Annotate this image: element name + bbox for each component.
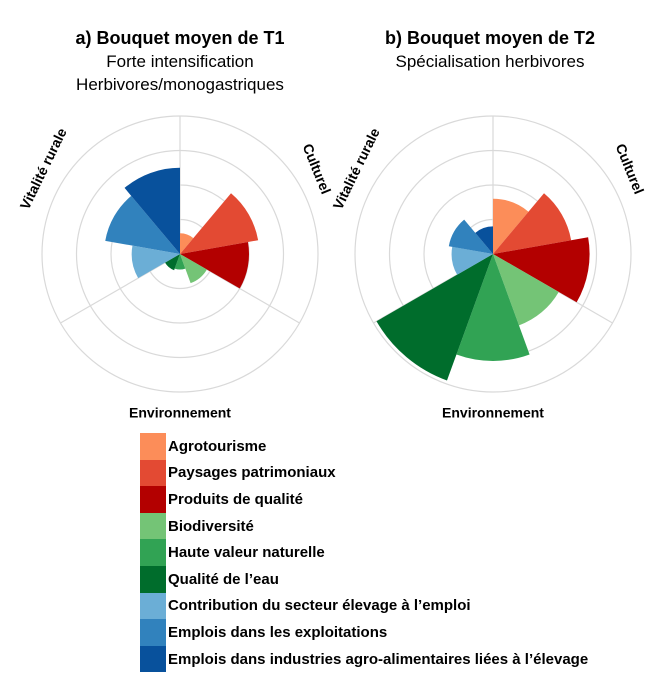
legend-item: Produits de qualité	[140, 486, 588, 513]
legend-label: Contribution du secteur élevage à l’empl…	[168, 597, 471, 615]
legend-item: Paysages patrimoniaux	[140, 459, 588, 487]
legend-label: Biodiversité	[168, 517, 254, 535]
wedge-6	[165, 254, 180, 271]
chart-b-title-block: b) Bouquet moyen de T2 Spécialisation he…	[340, 27, 640, 73]
wedge-6	[376, 254, 493, 381]
wedge-2	[180, 193, 259, 254]
wedge-2	[493, 193, 572, 254]
group-label: Vitalité rurale	[17, 125, 70, 212]
wedge-8	[448, 219, 493, 254]
legend: Agrotourisme Paysages patrimoniaux Produit…	[140, 433, 589, 673]
wedge-5	[174, 254, 186, 270]
legend-label: Haute valeur naturelle	[168, 544, 325, 562]
wedge-5	[456, 254, 530, 361]
wedge-3	[180, 242, 249, 289]
wedge-7	[131, 245, 180, 279]
legend-item: Agrotourisme	[140, 433, 588, 460]
legend-item: Haute valeur naturelle	[140, 539, 588, 566]
legend-label: Produits de qualité	[168, 490, 304, 508]
legend-item: Contribution du secteur élevage à l’empl…	[140, 592, 588, 620]
group-label: Culturel	[613, 141, 648, 196]
chart-a-title: a) Bouquet moyen de T1	[75, 28, 285, 48]
wedge-1	[180, 233, 194, 254]
group-label: Environnement	[442, 405, 544, 421]
chart-a-title-block: a) Bouquet moyen de T1 Forte intensifica…	[30, 27, 330, 96]
chart-a-subtitle-2: Herbivores/monogastriques	[76, 75, 284, 94]
group-divider	[60, 253, 181, 324]
legend-swatch	[140, 433, 166, 460]
legend-swatch	[140, 539, 166, 566]
legend-item: Emplois dans les exploitations	[140, 619, 588, 646]
legend-item: Biodiversité	[140, 512, 588, 540]
legend-swatch	[140, 619, 166, 646]
polar-chart-a: Culturel Environnement Vitalité rurale	[17, 115, 335, 421]
legend-label: Emplois dans industries agro-alimentaire…	[168, 650, 589, 668]
wedge-9	[124, 167, 180, 254]
legend-swatch	[140, 459, 166, 487]
chart-b-title: b) Bouquet moyen de T2	[384, 28, 595, 48]
legend-swatch	[140, 592, 166, 620]
legend-label: Emplois dans les exploitations	[168, 623, 388, 641]
wedge-3	[493, 237, 590, 303]
legend-item: Qualité de l’eau	[140, 565, 588, 593]
chart-b-subtitle-1: Spécialisation herbivores	[395, 52, 585, 71]
legend-swatch	[140, 512, 166, 540]
polar-chart-b: Culturel Environnement Vitalité rurale	[330, 115, 648, 421]
chart-a-subtitle-1: Forte intensification	[106, 52, 254, 71]
legend-swatch	[140, 565, 166, 593]
legend-swatch	[140, 486, 166, 513]
wedge-8	[105, 195, 180, 254]
legend-label: Agrotourisme	[168, 437, 267, 455]
legend-swatch	[140, 645, 166, 673]
group-divider	[492, 253, 613, 324]
legend-label: Qualité de l’eau	[168, 570, 279, 588]
legend-item: Emplois dans industries agro-alimentaire…	[140, 645, 589, 673]
legend-label: Paysages patrimoniaux	[168, 464, 336, 482]
wedge-1	[493, 198, 529, 254]
group-label: Vitalité rurale	[330, 125, 383, 212]
wedge-9	[475, 226, 493, 254]
wedge-4	[180, 254, 207, 284]
wedge-4	[493, 254, 559, 326]
group-label: Culturel	[300, 141, 335, 196]
wedge-7	[451, 246, 493, 275]
group-label: Environnement	[129, 405, 231, 421]
